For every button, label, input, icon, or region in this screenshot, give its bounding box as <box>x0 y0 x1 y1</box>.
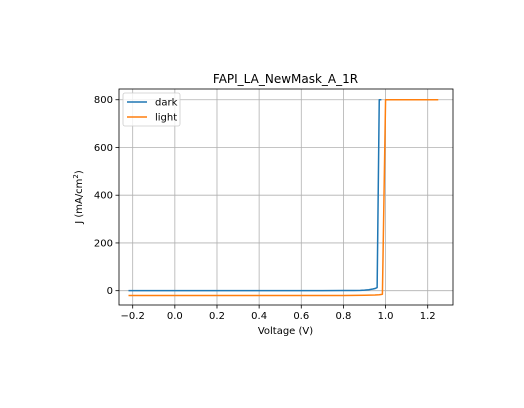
x-tick-label: 0.4 <box>251 311 267 322</box>
legend-label-light: light <box>155 113 177 124</box>
x-tick-label: 1.0 <box>378 311 394 322</box>
series-lines <box>128 98 439 297</box>
x-tick-label: 0.2 <box>209 311 225 322</box>
x-tick-label: 1.2 <box>420 311 436 322</box>
y-tick-label: 0 <box>107 286 113 297</box>
series-line-light <box>128 98 439 297</box>
x-tick-label: 0.0 <box>167 311 183 322</box>
y-axis-label-close: ) <box>74 170 85 174</box>
x-axis-label: Voltage (V) <box>258 326 313 337</box>
y-tick-label: 200 <box>94 238 113 249</box>
x-tick-label: 0.8 <box>335 311 351 322</box>
y-tick-label: 800 <box>94 95 113 106</box>
x-tick-label: −0.2 <box>121 311 145 322</box>
y-tick-label: 600 <box>94 143 113 154</box>
chart-title: FAPI_LA_NewMask_A_1R <box>213 72 358 86</box>
legend-label-dark: dark <box>155 98 178 109</box>
y-axis-label-sup: 2 <box>72 174 80 178</box>
axis-ticks: −0.2 0.0 0.2 0.4 0.6 0.8 1.0 1.2 0 200 400 600 800 <box>94 95 436 322</box>
y-tick-label: 400 <box>94 191 113 202</box>
y-axis-label: J (mA/cm2) <box>72 170 85 225</box>
plot-frame <box>118 88 454 306</box>
legend: dark light <box>122 92 181 127</box>
series-line-dark <box>128 98 382 292</box>
x-tick-label: 0.6 <box>293 311 309 322</box>
